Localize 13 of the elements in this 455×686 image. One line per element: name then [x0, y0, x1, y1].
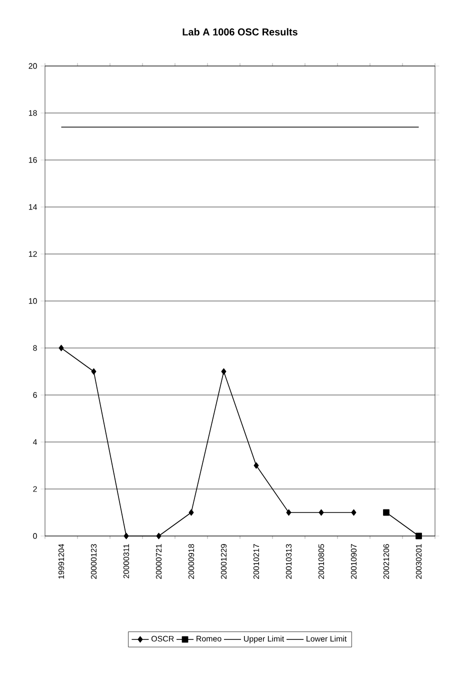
point [286, 509, 292, 516]
point [156, 532, 162, 540]
point [383, 509, 390, 516]
point [124, 532, 129, 540]
chart-title: Lab A 1006 OSC Results [182, 28, 298, 36]
point [221, 368, 226, 375]
point [416, 532, 422, 540]
point [188, 509, 194, 516]
point [351, 509, 356, 516]
point [91, 368, 96, 375]
point [254, 462, 259, 469]
point [58, 344, 64, 352]
point [318, 509, 324, 516]
